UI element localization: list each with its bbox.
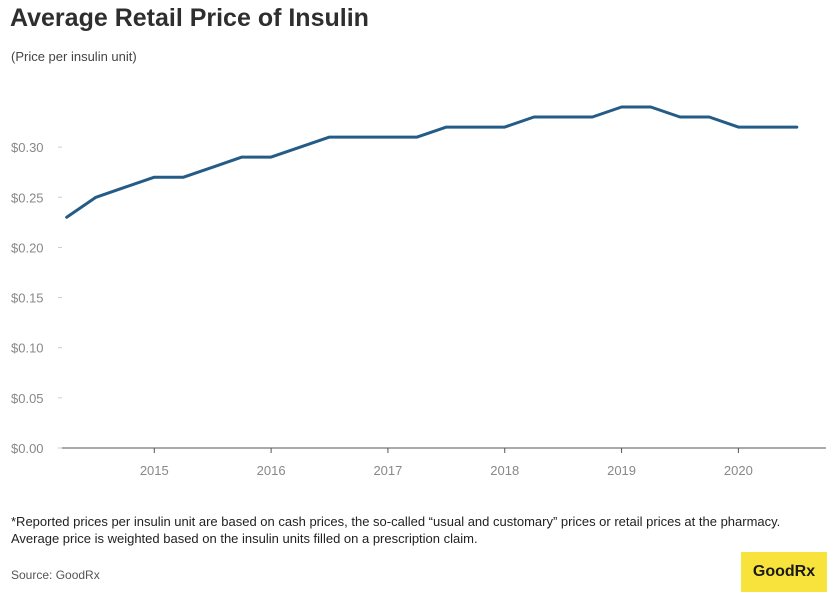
x-axis: 2015 2016 2017 2018 2019 2020 bbox=[140, 448, 753, 478]
y-tick-label: $0.10 bbox=[11, 341, 44, 356]
y-axis: $0.00 $0.05 $0.10 $0.15 $0.20 $0.25 $0.30 bbox=[11, 140, 62, 456]
x-tick-label: 2020 bbox=[724, 463, 753, 478]
y-tick-label: $0.15 bbox=[11, 291, 44, 306]
y-tick-label: $0.20 bbox=[11, 240, 44, 255]
x-tick-label: 2019 bbox=[607, 463, 636, 478]
footnote: *Reported prices per insulin unit are ba… bbox=[11, 514, 781, 546]
x-tick-label: 2017 bbox=[373, 463, 402, 478]
series-line bbox=[65, 105, 799, 219]
chart-subtitle: (Price per insulin unit) bbox=[11, 49, 137, 64]
line-chart: $0.00 $0.05 $0.10 $0.15 $0.20 $0.25 $0.30 2015… bbox=[11, 105, 826, 478]
goodrx-logo: GoodRx bbox=[741, 552, 827, 592]
logo-text: GoodRx bbox=[752, 563, 816, 580]
y-tick-label: $0.30 bbox=[11, 140, 44, 155]
x-tick-label: 2016 bbox=[257, 463, 286, 478]
x-tick-label: 2018 bbox=[490, 463, 519, 478]
y-tick-label: $0.25 bbox=[11, 190, 44, 205]
x-tick-label: 2015 bbox=[140, 463, 169, 478]
chart-title: Average Retail Price of Insulin bbox=[10, 4, 369, 32]
series-group bbox=[65, 105, 799, 219]
y-tick-label: $0.00 bbox=[11, 441, 44, 456]
y-tick-label: $0.05 bbox=[11, 391, 44, 406]
source-note: Source: GoodRx bbox=[11, 568, 100, 582]
